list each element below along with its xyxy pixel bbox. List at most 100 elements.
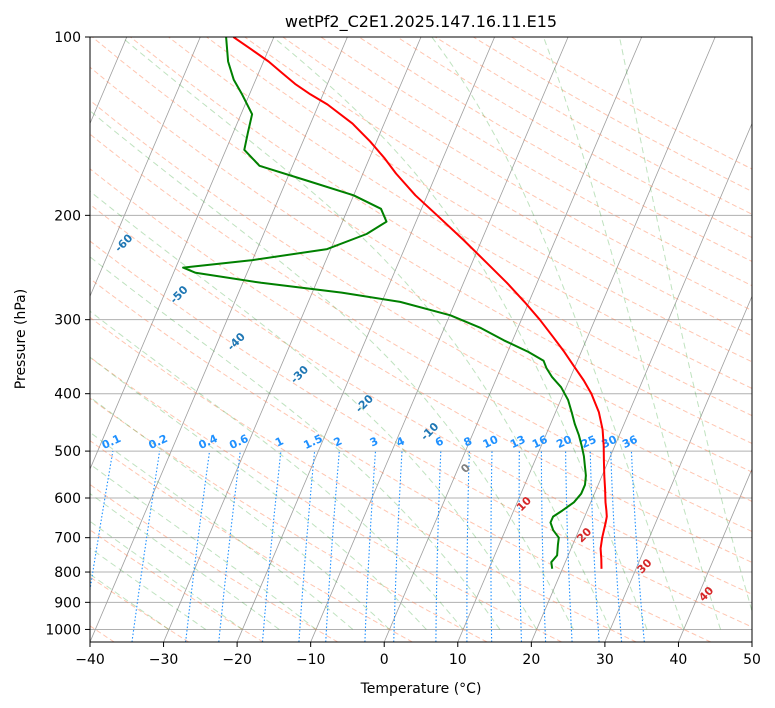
skewed-isotherms bbox=[90, 37, 752, 642]
dry-adiabat bbox=[90, 203, 752, 595]
x-axis-title: Temperature (°C) bbox=[360, 681, 482, 697]
moist-adiabat bbox=[90, 431, 354, 630]
skewed-isotherm bbox=[163, 37, 422, 642]
mixing-ratio-line bbox=[630, 451, 645, 642]
skewed-isotherm bbox=[383, 37, 643, 642]
x-tick-label: 0 bbox=[380, 652, 389, 668]
x-tick-label: −40 bbox=[75, 652, 105, 668]
moist-adiabat-label: 20 bbox=[574, 525, 594, 545]
dry-adiabat bbox=[90, 66, 752, 473]
mixing-ratio-label: 20 bbox=[554, 433, 574, 451]
dry-adiabat bbox=[90, 99, 752, 502]
moist-adiabat bbox=[90, 356, 427, 630]
x-axis: −40 −30 −20 −10 0 10 20 30 40 50 bbox=[75, 642, 761, 668]
y-axis: 100 200 300 400 500 600 700 800 900 1000 bbox=[45, 30, 90, 638]
moist-adiabat bbox=[90, 396, 390, 630]
mixing-ratio-line bbox=[90, 451, 114, 594]
mixing-ratio-line bbox=[325, 451, 340, 642]
moist-adiabat bbox=[90, 310, 464, 630]
sounding-traces bbox=[182, 37, 608, 569]
mixing-ratio-line bbox=[435, 451, 442, 642]
moist-adiabat bbox=[121, 37, 611, 630]
y-tick-label: 1000 bbox=[45, 622, 81, 638]
mixing-ratio-line bbox=[518, 451, 523, 642]
mixing-ratio-line bbox=[298, 451, 316, 642]
moist-adiabats bbox=[90, 37, 752, 630]
mixing-ratio-line bbox=[261, 451, 282, 642]
dry-adiabat-label: -70 bbox=[59, 174, 82, 197]
y-tick-label: 600 bbox=[54, 491, 81, 507]
plot-area: 0.10.20.40.611.52346810131620253036-100-… bbox=[1, 37, 752, 642]
mixing-ratio-line bbox=[466, 451, 470, 642]
x-tick-label: 50 bbox=[743, 652, 761, 668]
mixing-ratio-line bbox=[589, 451, 600, 642]
dry-adiabat bbox=[130, 37, 752, 417]
moist-adiabat bbox=[90, 573, 170, 630]
y-tick-label: 900 bbox=[54, 595, 81, 611]
mixing-ratio-label: 10 bbox=[481, 433, 501, 451]
mixing-ratio-label: 36 bbox=[620, 433, 640, 451]
skewed-isotherm bbox=[90, 37, 348, 642]
moist-adiabat-label: 0 bbox=[458, 461, 473, 476]
dry-adiabat bbox=[90, 440, 413, 642]
y-tick-label: 500 bbox=[54, 444, 81, 460]
moist-adiabat-label: 10 bbox=[514, 494, 534, 514]
plot-frame bbox=[89, 36, 753, 643]
pressure-gridlines bbox=[90, 37, 752, 630]
mixing-ratio-label: 1 bbox=[273, 434, 285, 449]
moist-adiabat bbox=[543, 37, 722, 630]
mixing-ratio-label: 0.1 bbox=[100, 432, 123, 452]
mixing-ratio-line bbox=[540, 451, 547, 642]
dry-adiabat bbox=[90, 240, 752, 628]
dry-adiabat-label: -60 bbox=[112, 231, 135, 254]
mixing-ratio-label: 25 bbox=[579, 433, 598, 451]
x-tick-label: 30 bbox=[596, 652, 614, 668]
moist-adiabat bbox=[619, 37, 752, 613]
moist-adiabat bbox=[431, 37, 685, 630]
moist-adiabat bbox=[90, 256, 501, 630]
y-axis-title: Pressure (hPa) bbox=[13, 289, 29, 389]
mixing-ratio-label: 4 bbox=[394, 434, 407, 449]
skewed-isotherm bbox=[604, 295, 752, 642]
dry-adiabat bbox=[90, 529, 264, 642]
mixing-ratio-label: 13 bbox=[508, 433, 527, 451]
dry-adiabat bbox=[396, 37, 752, 239]
x-tick-label: 20 bbox=[522, 652, 540, 668]
mixing-ratio-label: 0.6 bbox=[227, 432, 250, 452]
chart-title: wetPf2_C2E1.2025.147.16.11.E15 bbox=[285, 12, 557, 32]
dry-adiabat-label: -40 bbox=[225, 330, 248, 353]
y-tick-label: 200 bbox=[54, 208, 81, 224]
moist-adiabat bbox=[272, 37, 648, 630]
dry-adiabat bbox=[90, 278, 712, 642]
dry-adiabat-label: -50 bbox=[167, 283, 190, 306]
skewed-isotherm bbox=[236, 37, 495, 642]
dewpoint-trace bbox=[182, 37, 587, 569]
skewed-isotherm bbox=[90, 37, 275, 471]
mixing-ratio-line bbox=[364, 451, 377, 642]
moist-adiabat-label: 40 bbox=[696, 584, 716, 604]
mixing-ratio-line bbox=[565, 451, 573, 642]
dry-adiabat-label: -30 bbox=[288, 363, 311, 386]
mixing-ratio-label: 3 bbox=[368, 434, 380, 449]
dry-adiabat bbox=[206, 37, 752, 363]
y-tick-label: 700 bbox=[54, 531, 81, 547]
skewed-isotherm bbox=[457, 37, 716, 642]
dry-adiabat-label: -80 bbox=[1, 130, 24, 153]
dry-adiabat bbox=[473, 37, 752, 192]
mixing-ratio-lines bbox=[90, 451, 645, 642]
dry-adiabat bbox=[90, 133, 752, 533]
skewed-isotherm bbox=[530, 122, 752, 642]
moist-adiabat bbox=[90, 547, 206, 630]
dry-adiabat bbox=[90, 316, 637, 642]
temperature-trace bbox=[232, 37, 608, 569]
mixing-ratio-label: 2 bbox=[332, 434, 344, 449]
dry-adiabat bbox=[90, 168, 752, 563]
dry-adiabat-label: -20 bbox=[353, 392, 376, 415]
mixing-ratio-label: 16 bbox=[530, 433, 550, 451]
skewed-isotherm bbox=[90, 37, 201, 298]
x-tick-label: −30 bbox=[149, 652, 179, 668]
x-tick-label: −10 bbox=[296, 652, 326, 668]
x-tick-label: 40 bbox=[670, 652, 688, 668]
y-tick-label: 100 bbox=[54, 30, 81, 46]
